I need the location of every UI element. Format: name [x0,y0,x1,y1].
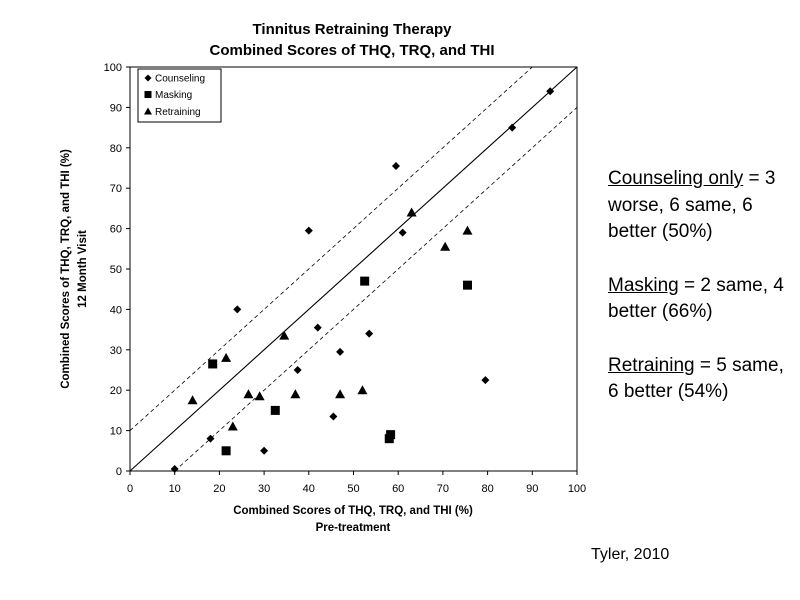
chart-title-line-1: Tinnitus Retraining Therapy [253,21,453,38]
retraining-point [335,389,346,399]
counseling-point [546,87,555,96]
dashed-boundary-line-1 [129,66,533,431]
masking-point [462,280,472,290]
y-tick-label: 60 [110,224,122,236]
counseling-point [233,305,242,314]
masking-point [360,276,370,286]
note-counseling-head: Counseling only [608,168,744,189]
retraining-point [357,385,368,395]
counseling-point [260,446,269,455]
masking-point [208,359,218,369]
note-counseling: Counseling only = 3 worse, 6 same, 6 bet… [608,166,793,246]
x-tick-label: 80 [481,483,493,495]
x-axis-sublabel: Pre-treatment [316,522,391,534]
citation: Tyler, 2010 [591,546,670,563]
counseling-point [293,366,302,374]
legend-retraining: Retraining [155,107,201,118]
data-points [170,87,555,473]
x-tick-label: 50 [347,483,359,495]
reference-lines [129,66,578,472]
dashed-boundary-line-2 [174,107,578,472]
legend-diamond-marker [144,74,152,82]
legend-triangle-marker [144,107,152,115]
identity-line [129,66,578,472]
counseling-point [365,329,374,338]
counseling-point [206,434,215,443]
y-tick-label: 100 [104,62,122,74]
counseling-point [398,228,407,237]
note-masking: Masking = 2 same, 4 better (66%) [608,273,793,326]
retraining-point [440,241,451,251]
note-masking-body: = 2 same, 4 better (66%) [608,274,784,323]
counseling-point [304,226,313,235]
y-axis-label: Combined Scores of THQ, TRQ, and THI (%) [60,149,72,389]
masking-point [221,446,231,456]
y-tick-label: 80 [110,143,122,155]
y-tick-label: 0 [116,466,122,478]
legend: Counseling Masking Retraining [137,68,222,123]
x-axis-label: Combined Scores of THQ, TRQ, and THI (%) [233,505,473,517]
counseling-point [481,376,490,385]
counseling-point [329,412,338,421]
retraining-point [279,330,290,340]
x-tick-label: 100 [568,483,586,495]
x-tick-label: 10 [169,483,181,495]
counseling-point [336,347,345,356]
note-counseling-body: = 3 worse, 6 same, 6 better (50%) [608,168,776,242]
y-tick-label: 90 [110,102,122,114]
note-masking-head: Masking [608,274,679,296]
counseling-point [508,123,517,132]
counseling-point [313,323,322,332]
chart-title-line-2: Combined Scores of THQ, TRQ, and THI [209,42,494,59]
masking-point [270,405,280,415]
y-axis-ticks: 0 10 20 30 40 50 60 70 80 90 100 [104,62,130,478]
x-tick-label: 90 [526,483,538,495]
retraining-point [290,389,301,399]
x-axis-ticks: 0 10 20 30 40 50 60 70 80 90 100 [127,471,586,495]
y-tick-label: 70 [110,183,122,195]
y-tick-label: 30 [110,345,122,357]
y-tick-label: 20 [110,385,122,397]
note-retraining: Retraining = 5 same, 6 better (54%) [608,353,793,406]
x-tick-label: 30 [258,483,270,495]
legend-masking: Masking [155,90,192,101]
retraining-point [254,391,265,401]
x-tick-label: 60 [392,483,404,495]
retraining-point [243,389,254,399]
legend-counseling: Counseling [155,74,205,85]
y-tick-label: 40 [110,304,122,316]
y-tick-label: 50 [110,264,122,276]
retraining-point [227,421,238,431]
legend-box [137,68,222,123]
y-axis-sublabel: 12 Month Visit [77,230,89,308]
retraining-point [187,395,198,405]
counseling-point [170,464,179,473]
results-summary: Counseling only = 3 worse, 6 same, 6 bet… [608,166,793,433]
note-retraining-body: = 5 same, 6 better (54%) [608,354,784,403]
y-tick-label: 10 [110,426,122,438]
retraining-point [462,225,473,235]
x-tick-label: 40 [303,483,315,495]
x-tick-label: 70 [437,483,449,495]
x-tick-label: 0 [127,483,133,495]
retraining-point [221,352,232,362]
retraining-point [406,207,417,217]
masking-point [386,430,396,440]
note-retraining-head: Retraining [608,354,695,376]
x-tick-label: 20 [213,483,225,495]
legend-square-marker [144,91,152,98]
counseling-point [391,161,400,170]
